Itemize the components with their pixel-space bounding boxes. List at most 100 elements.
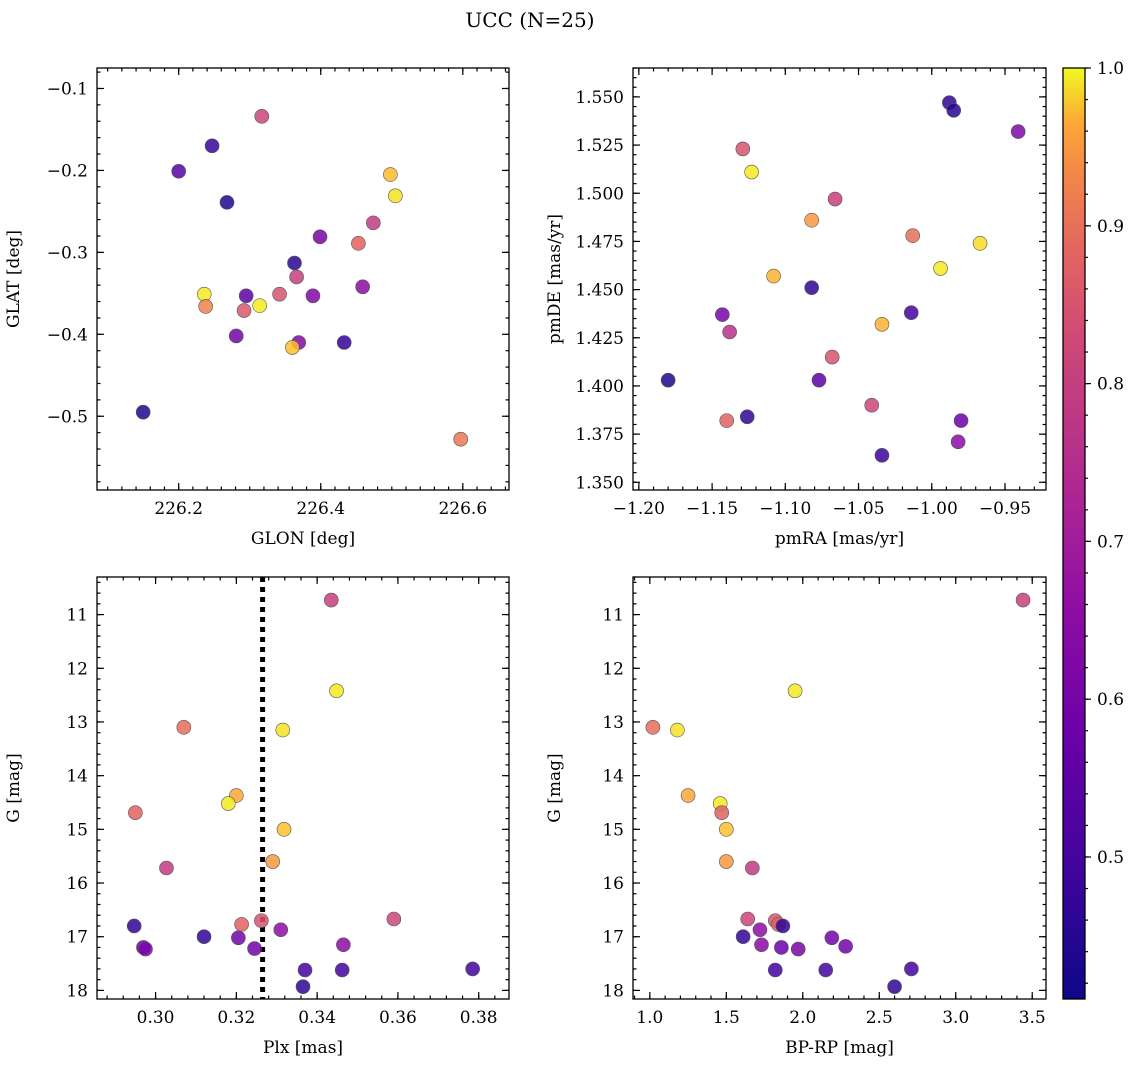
data-point (972, 236, 988, 251)
data-point (336, 937, 351, 953)
x-tick-label: 226.6 (438, 499, 487, 519)
data-point (126, 918, 142, 934)
data-point (366, 215, 381, 231)
minor-ticks (97, 577, 509, 999)
y-tick-label: 13 (66, 713, 88, 733)
data-point (273, 922, 289, 938)
axes-frame (632, 67, 1047, 491)
x-axis-label: BP-RP [mag] (785, 1038, 894, 1058)
x-tick-label: 0.30 (137, 1008, 175, 1028)
y-tick-label: 1.500 (575, 184, 624, 204)
y-tick-label: 14 (66, 767, 88, 787)
data-point (336, 335, 352, 350)
data-point (735, 141, 751, 157)
y-axis-label: G [mag] (4, 753, 24, 822)
minor-ticks (633, 577, 1046, 999)
colorbar-tick-label: 0.9 (1097, 217, 1124, 237)
x-tick-label: 226.4 (296, 499, 345, 519)
data-point (465, 961, 480, 977)
y-tick-label: 17 (602, 928, 624, 948)
y-tick-label: 14 (602, 767, 624, 787)
data-point (453, 431, 468, 447)
y-tick-label: 12 (602, 659, 624, 679)
data-point (135, 404, 151, 420)
x-axis-label: GLON [deg] (251, 529, 355, 549)
data-point (818, 962, 834, 978)
data-point (171, 163, 186, 179)
data-point (351, 236, 366, 251)
data-point (355, 279, 370, 295)
data-point (254, 913, 269, 928)
axes-frame (96, 67, 510, 491)
x-tick-label: −1.10 (759, 499, 811, 519)
data-point (128, 805, 143, 820)
data-point (159, 860, 174, 876)
data-point (305, 288, 321, 304)
data-point (950, 434, 966, 450)
y-tick-label: −0.5 (47, 407, 88, 427)
data-point (275, 722, 291, 738)
x-tick-label: 0.36 (379, 1008, 417, 1028)
x-axis-label: Plx [mas] (263, 1038, 343, 1058)
data-point (905, 228, 921, 243)
data-point (383, 167, 398, 182)
y-tick-label: 18 (602, 981, 624, 1001)
y-tick-label: 1.550 (575, 88, 624, 108)
y-tick-label: 1.525 (575, 136, 624, 156)
data-point (824, 930, 840, 946)
y-tick-label: 1.400 (575, 377, 624, 397)
data-point (297, 962, 313, 978)
data-point (754, 937, 769, 953)
y-tick-label: 18 (66, 981, 88, 1001)
data-point (176, 720, 192, 735)
data-point (719, 413, 735, 428)
data-point (767, 962, 783, 978)
data-point (774, 940, 789, 955)
x-tick-label: 3.5 (1019, 1008, 1046, 1028)
y-tick-label: 16 (66, 874, 88, 894)
y-tick-label: 15 (66, 820, 88, 840)
x-tick-label: 3.0 (942, 1008, 969, 1028)
x-tick-label: −1.05 (832, 499, 884, 519)
data-point (238, 288, 254, 304)
data-point (386, 911, 402, 927)
y-axis-label: G [mag] (545, 753, 565, 822)
y-tick-label: −0.3 (47, 243, 88, 263)
data-point (265, 854, 281, 869)
data-point (329, 683, 344, 699)
y-tick-label: 1.425 (575, 329, 624, 349)
data-point (953, 413, 969, 428)
y-tick-label: 1.450 (575, 281, 624, 301)
data-point (295, 979, 311, 994)
colorbar: 0.5 0.6 0.7 0.8 0.9 1.0 (1062, 59, 1124, 1000)
colorbar-tick-label: 1.0 (1097, 59, 1124, 79)
x-tick-label: −1.15 (686, 499, 738, 519)
x-tick-label: −1.20 (613, 499, 665, 519)
data-point (904, 961, 919, 977)
data-point (334, 962, 350, 978)
y-axis-label: GLAT [deg] (4, 230, 24, 328)
y-tick-label: 13 (602, 713, 624, 733)
data-point (1010, 124, 1026, 139)
data-point (660, 372, 676, 388)
data-point (838, 939, 853, 954)
data-point (715, 307, 730, 322)
data-point (1015, 592, 1031, 608)
data-point (312, 229, 328, 245)
data-point (196, 286, 212, 302)
data-point (804, 280, 819, 295)
x-axis-label: pmRA [mas/yr] (775, 529, 904, 549)
data-point (220, 796, 236, 811)
data-point (714, 805, 730, 820)
y-tick-label: −0.1 (47, 79, 88, 99)
data-point (388, 188, 403, 204)
panel-plx-g: 0.30 0.32 0.34 0.36 0.38 11 12 13 14 15 16 17 18 Plx … (4, 576, 510, 1058)
data-point (903, 305, 919, 321)
data-point (236, 303, 252, 318)
x-tick-label: −1.00 (906, 499, 958, 519)
data-point (719, 822, 734, 837)
y-tick-label: 11 (66, 606, 88, 626)
data-point (824, 349, 840, 365)
colorbar-tick-label: 0.8 (1097, 375, 1124, 395)
